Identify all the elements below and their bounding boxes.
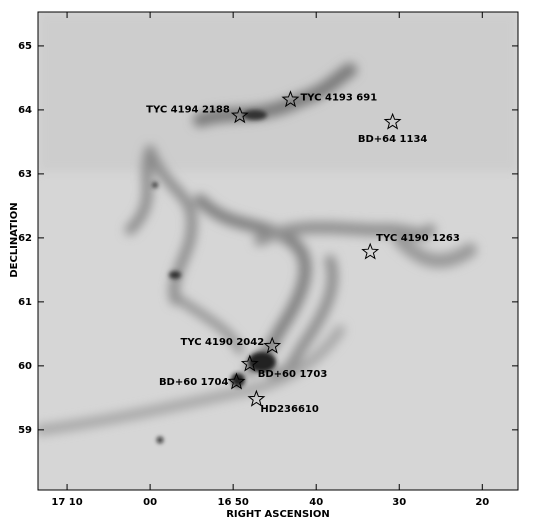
plot-frame: [37, 11, 519, 491]
x-tick-label: 30: [392, 497, 406, 508]
nebula-image: [38, 12, 518, 490]
y-tick-label: 61: [18, 297, 32, 308]
x-tick-label: 17 10: [51, 497, 82, 508]
y-tick-label: 63: [18, 169, 32, 180]
x-axis-label: RIGHT ASCENSION: [226, 509, 330, 520]
x-tick-label: 40: [309, 497, 323, 508]
star-label: TYC 4194 2188: [146, 105, 230, 116]
y-tick-label: 60: [18, 361, 32, 372]
star-label: HD236610: [260, 404, 318, 415]
x-tick-label: 20: [475, 497, 489, 508]
star-marker: [281, 90, 300, 108]
star-marker: [227, 372, 246, 390]
star-label: TYC 4190 2042: [181, 337, 265, 348]
y-axis-label: DECLINATION: [9, 202, 20, 277]
star-marker: [230, 106, 249, 124]
x-tick-label: 16 50: [217, 497, 248, 508]
y-tick-label: 59: [18, 425, 32, 436]
star-label: TYC 4190 1263: [376, 233, 460, 244]
star-marker: [263, 336, 282, 354]
star-marker: [247, 389, 266, 407]
star-marker: [383, 112, 402, 130]
star-marker: [361, 242, 380, 260]
star-label: BD+60 1703: [258, 369, 328, 380]
y-tick-label: 65: [18, 41, 32, 52]
star-label: BD+60 1704: [159, 377, 229, 388]
star-label: BD+64 1134: [358, 134, 428, 145]
star-marker: [240, 354, 259, 372]
star-label: TYC 4193 691: [300, 93, 377, 104]
y-tick-label: 62: [18, 233, 32, 244]
x-tick-label: 00: [143, 497, 157, 508]
y-tick-label: 64: [18, 105, 32, 116]
